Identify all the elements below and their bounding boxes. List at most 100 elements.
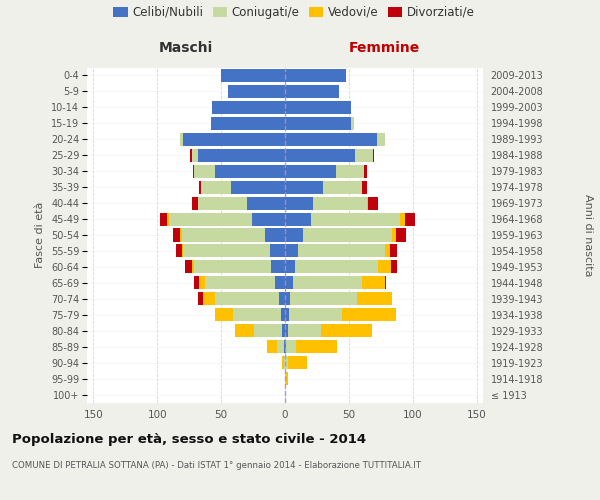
- Text: Popolazione per età, sesso e stato civile - 2014: Popolazione per età, sesso e stato civil…: [12, 432, 366, 446]
- Bar: [271, 260, 285, 274]
- Bar: [285, 292, 290, 306]
- Bar: [193, 164, 194, 177]
- Bar: [356, 292, 392, 306]
- Bar: [198, 196, 247, 209]
- Bar: [390, 244, 397, 258]
- Bar: [278, 292, 285, 306]
- Bar: [285, 132, 377, 146]
- Bar: [215, 164, 285, 177]
- Bar: [200, 180, 232, 194]
- Bar: [313, 196, 367, 209]
- Bar: [194, 260, 271, 274]
- Bar: [176, 244, 182, 258]
- Bar: [194, 276, 199, 289]
- Bar: [180, 132, 183, 146]
- Bar: [285, 117, 352, 130]
- Bar: [281, 308, 285, 322]
- Bar: [190, 148, 192, 162]
- Bar: [295, 260, 378, 274]
- Bar: [286, 372, 287, 385]
- Text: COMUNE DI PETRALIA SOTTANA (PA) - Dati ISTAT 1° gennaio 2014 - Elaborazione TUTT: COMUNE DI PETRALIA SOTTANA (PA) - Dati I…: [12, 461, 421, 470]
- Bar: [289, 308, 343, 322]
- Bar: [192, 196, 198, 209]
- Bar: [391, 260, 397, 274]
- Bar: [285, 228, 303, 241]
- Bar: [405, 212, 415, 226]
- Y-axis label: Anni di nascita: Anni di nascita: [583, 194, 593, 276]
- Bar: [182, 244, 183, 258]
- Y-axis label: Fasce di età: Fasce di età: [35, 202, 46, 268]
- Bar: [247, 196, 285, 209]
- Bar: [212, 101, 285, 114]
- Bar: [377, 132, 385, 146]
- Bar: [192, 148, 198, 162]
- Bar: [199, 276, 205, 289]
- Bar: [285, 356, 287, 369]
- Bar: [285, 85, 338, 98]
- Bar: [293, 276, 362, 289]
- Bar: [285, 101, 352, 114]
- Bar: [277, 340, 284, 353]
- Bar: [323, 180, 362, 194]
- Bar: [285, 372, 286, 385]
- Bar: [180, 228, 182, 241]
- Bar: [252, 212, 285, 226]
- Bar: [298, 244, 385, 258]
- Bar: [182, 228, 265, 241]
- Bar: [285, 69, 346, 82]
- Bar: [285, 324, 287, 338]
- Bar: [227, 85, 285, 98]
- Bar: [343, 308, 396, 322]
- Bar: [167, 212, 169, 226]
- Bar: [205, 276, 275, 289]
- Bar: [285, 260, 295, 274]
- Bar: [233, 308, 281, 322]
- Bar: [385, 244, 390, 258]
- Bar: [385, 276, 386, 289]
- Bar: [269, 244, 285, 258]
- Bar: [285, 164, 336, 177]
- Bar: [199, 180, 200, 194]
- Bar: [173, 228, 180, 241]
- Bar: [296, 340, 337, 353]
- Bar: [221, 69, 285, 82]
- Bar: [400, 212, 405, 226]
- Bar: [283, 356, 284, 369]
- Bar: [352, 117, 354, 130]
- Bar: [215, 308, 233, 322]
- Bar: [254, 324, 283, 338]
- Bar: [368, 196, 378, 209]
- Bar: [215, 292, 278, 306]
- Bar: [203, 292, 215, 306]
- Bar: [378, 260, 391, 274]
- Bar: [284, 356, 285, 369]
- Text: Maschi: Maschi: [159, 41, 213, 55]
- Bar: [285, 196, 313, 209]
- Bar: [185, 260, 192, 274]
- Bar: [192, 260, 194, 274]
- Bar: [285, 212, 311, 226]
- Bar: [211, 117, 285, 130]
- Bar: [265, 228, 285, 241]
- Bar: [285, 244, 298, 258]
- Bar: [303, 228, 392, 241]
- Text: Femmine: Femmine: [349, 41, 419, 55]
- Bar: [194, 164, 215, 177]
- Bar: [285, 308, 289, 322]
- Bar: [267, 340, 277, 353]
- Bar: [373, 148, 374, 162]
- Bar: [311, 212, 400, 226]
- Bar: [336, 164, 364, 177]
- Bar: [367, 196, 368, 209]
- Bar: [198, 292, 203, 306]
- Bar: [287, 324, 321, 338]
- Bar: [198, 148, 285, 162]
- Bar: [396, 228, 406, 241]
- Bar: [285, 276, 293, 289]
- Bar: [235, 324, 254, 338]
- Bar: [364, 164, 367, 177]
- Bar: [286, 340, 296, 353]
- Bar: [183, 244, 269, 258]
- Legend: Celibi/Nubili, Coniugati/e, Vedovi/e, Divorziati/e: Celibi/Nubili, Coniugati/e, Vedovi/e, Di…: [113, 6, 475, 19]
- Bar: [290, 292, 356, 306]
